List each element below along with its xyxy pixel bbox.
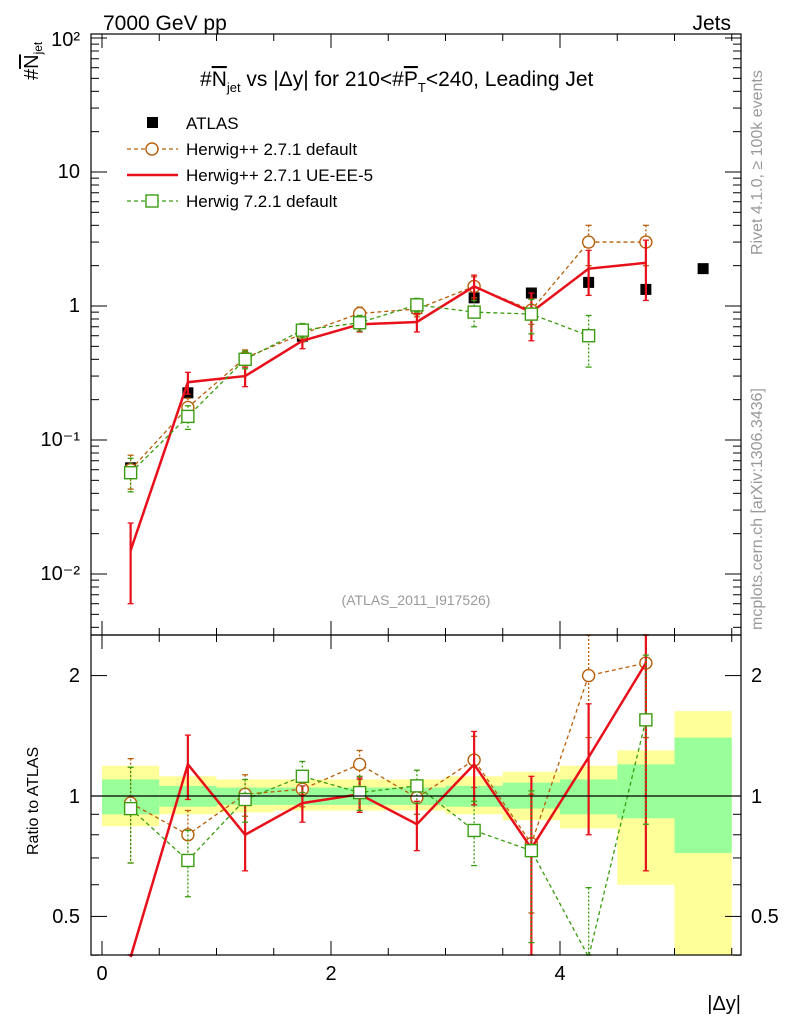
legend-marker-atlas: [147, 117, 158, 128]
main-point-hw-default: [581, 235, 596, 249]
atlas-data-point: [697, 263, 709, 275]
ratio-tick-label-0.5: 0.5: [52, 906, 80, 928]
x-tick-label-0: 0: [96, 963, 107, 985]
main-point-hw7: [352, 316, 367, 330]
ratio-tick-label-2: 2: [69, 665, 80, 687]
analysis-label: (ATLAS_2011_I917526): [342, 592, 491, 608]
header-right: Jets: [692, 12, 731, 35]
ratio-tick-label-1-right: 1: [751, 786, 762, 808]
legend-marker-hw7: [145, 194, 159, 208]
ratio-tick-label-1: 1: [69, 786, 80, 808]
ratio-point-hw7: [352, 785, 367, 800]
mcplots-label: mcplots.cern.ch [arXiv:1306.3436]: [749, 388, 766, 630]
legend: ATLAS Herwig++ 2.7.1 default Herwig++ 2.…: [127, 114, 373, 211]
ratio-frame: [90, 634, 742, 956]
legend-label-hw-ue: Herwig++ 2.7.1 UE-EE-5: [186, 166, 373, 185]
main-point-hw7: [123, 466, 138, 480]
ratio-point-hw7: [410, 779, 424, 793]
ratio-band-inner: [674, 737, 732, 854]
x-tick-label-4: 4: [554, 963, 565, 985]
main-point-hw7: [467, 305, 481, 319]
main-line-hw-default: [130, 241, 646, 471]
axis-ticks: [91, 34, 741, 956]
main-tick-label-10: 10: [58, 161, 80, 183]
main-tick-label-1: 1: [69, 295, 80, 317]
main-point-hw7: [181, 409, 195, 424]
ratio-point-hw7: [639, 713, 653, 727]
x-tick-label-2: 2: [325, 963, 336, 985]
ratio-point-hw-default: [581, 668, 596, 683]
ratio-point-hw7: [238, 792, 252, 807]
main-point-hw7: [524, 307, 539, 321]
ratio-point-hw7: [467, 823, 481, 838]
main-line-hw-ue: [129, 261, 647, 551]
main-point-hw7: [295, 323, 310, 337]
ratio-line-hw7: [130, 719, 647, 959]
main-tick-label-100: 10²: [51, 29, 80, 51]
main-point-hw7: [238, 352, 252, 367]
ratio-line-hw-default: [130, 662, 647, 846]
main-series-layer: [123, 224, 709, 605]
ratio-line-hw-ue: [129, 662, 647, 958]
main-point-hw7: [581, 329, 596, 343]
ratio-point-hw7: [181, 853, 195, 868]
ratio-point-hw7: [123, 801, 138, 816]
main-tick-label-1e-1: 10⁻¹: [41, 429, 81, 451]
ratio-point-hw-default: [352, 757, 367, 772]
ratio-point-hw7: [295, 769, 310, 784]
legend-label-hw7: Herwig 7.2.1 default: [186, 192, 337, 211]
ratio-tick-label-0.5-right: 0.5: [751, 906, 779, 928]
ratio-point-hw7: [524, 843, 539, 858]
x-axis-label: |Δy|: [707, 993, 741, 1015]
legend-marker-hw-default: [145, 142, 159, 156]
ratio-tick-label-2-right: 2: [751, 665, 762, 687]
chart-title: #Njet vs |Δy| for 210<#PT<240, Leading J…: [200, 68, 594, 95]
main-tick-label-1e-2: 10⁻²: [41, 563, 81, 585]
header-left: 7000 GeV pp: [103, 12, 227, 35]
y-axis-label-ratio: Ratio to ATLAS: [25, 747, 42, 855]
main-point-hw7: [410, 298, 424, 312]
legend-label-hw-default: Herwig++ 2.7.1 default: [186, 140, 357, 159]
rivet-label: Rivet 4.1.0, ≥ 100k events: [749, 70, 766, 255]
y-axis-label-main: #Njet: [21, 41, 45, 80]
legend-label-atlas: ATLAS: [186, 114, 239, 133]
